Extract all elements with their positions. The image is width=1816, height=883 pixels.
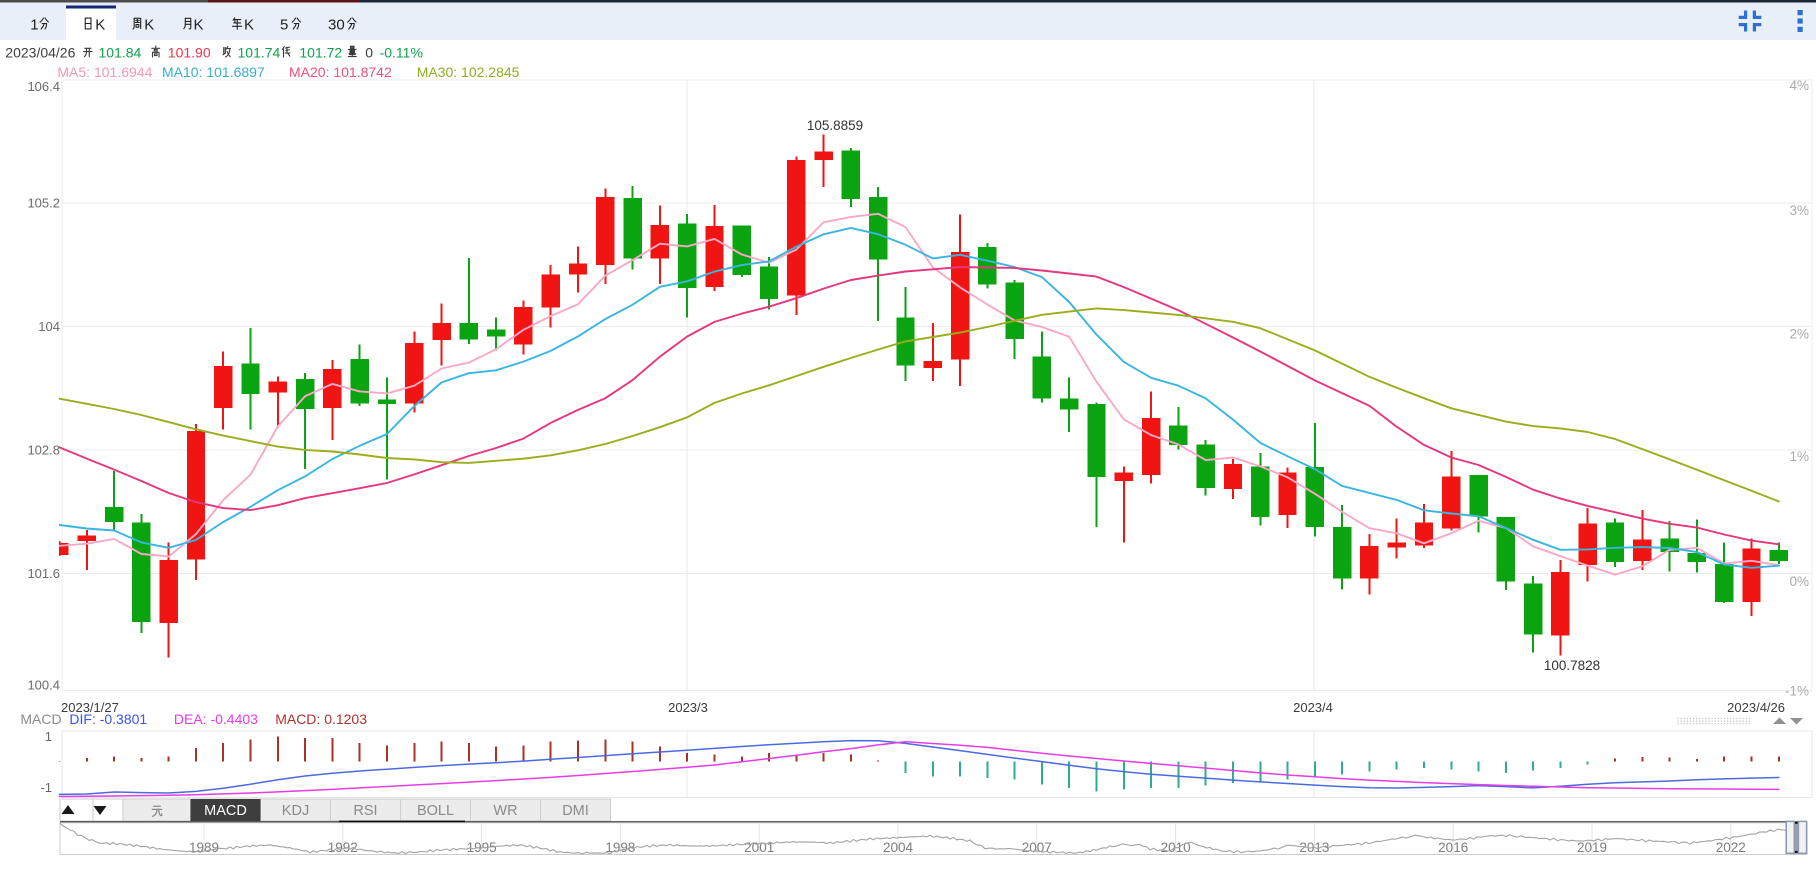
- svg-text:WR: WR: [493, 803, 517, 819]
- svg-text:4%: 4%: [1789, 78, 1809, 93]
- svg-text:MACD: 0.1203: MACD: 0.1203: [275, 711, 367, 727]
- svg-text:DEA: -0.4403: DEA: -0.4403: [174, 711, 258, 727]
- svg-text:1%: 1%: [1789, 449, 1809, 464]
- svg-text:3%: 3%: [1789, 203, 1809, 218]
- svg-text:104: 104: [38, 319, 60, 334]
- svg-text:MA20: 101.8742: MA20: 101.8742: [289, 64, 392, 80]
- svg-text:105.2: 105.2: [27, 196, 60, 211]
- svg-text:30: 30: [328, 17, 345, 34]
- svg-text:K: K: [194, 17, 204, 34]
- svg-text:BOLL: BOLL: [417, 803, 454, 819]
- svg-text:DMI: DMI: [562, 803, 589, 819]
- svg-text:-0.11%: -0.11%: [380, 45, 423, 61]
- svg-text:-1%: -1%: [1785, 684, 1809, 699]
- svg-text:1: 1: [30, 17, 38, 34]
- svg-text:101.74: 101.74: [238, 45, 281, 61]
- svg-text:MA5: 101.6944: MA5: 101.6944: [57, 64, 152, 80]
- svg-text:2023/04/26: 2023/04/26: [5, 45, 75, 61]
- svg-text:101.6: 101.6: [27, 566, 60, 581]
- svg-text:RSI: RSI: [353, 803, 377, 819]
- svg-text:1: 1: [45, 729, 52, 744]
- svg-text:2023/4: 2023/4: [1293, 700, 1333, 715]
- svg-text:2%: 2%: [1789, 327, 1809, 342]
- svg-text:K: K: [144, 17, 154, 34]
- svg-text:MA10: 101.6897: MA10: 101.6897: [162, 64, 265, 80]
- svg-text:0: 0: [365, 45, 373, 61]
- svg-text:101.84: 101.84: [99, 45, 142, 61]
- svg-text:K: K: [244, 17, 254, 34]
- svg-text:2022: 2022: [1716, 840, 1746, 855]
- svg-text:MA30: 102.2845: MA30: 102.2845: [417, 64, 520, 80]
- svg-text:1992: 1992: [328, 840, 358, 855]
- svg-text:100.4: 100.4: [27, 678, 60, 693]
- svg-text:101.90: 101.90: [168, 45, 211, 61]
- svg-text:MACD: MACD: [204, 803, 247, 819]
- svg-text:-1: -1: [40, 780, 52, 795]
- svg-text:105.8859: 105.8859: [807, 118, 863, 133]
- svg-text:2023/4/26: 2023/4/26: [1727, 700, 1785, 715]
- svg-text:DIF: -0.3801: DIF: -0.3801: [69, 711, 147, 727]
- svg-text:5: 5: [280, 17, 288, 34]
- svg-text:100.7828: 100.7828: [1544, 658, 1600, 673]
- svg-text:K: K: [95, 17, 105, 34]
- svg-text:2004: 2004: [883, 840, 914, 855]
- svg-text:KDJ: KDJ: [282, 803, 309, 819]
- svg-text:MACD: MACD: [20, 711, 61, 727]
- svg-text:2016: 2016: [1438, 840, 1468, 855]
- svg-text:0%: 0%: [1789, 574, 1809, 589]
- svg-text:101.72: 101.72: [299, 45, 342, 61]
- svg-text:2023/1/27: 2023/1/27: [61, 700, 119, 715]
- svg-text:2019: 2019: [1577, 840, 1607, 855]
- svg-text:2023/3: 2023/3: [668, 700, 708, 715]
- svg-text:102.8: 102.8: [27, 443, 60, 458]
- svg-text:106.4: 106.4: [27, 79, 60, 94]
